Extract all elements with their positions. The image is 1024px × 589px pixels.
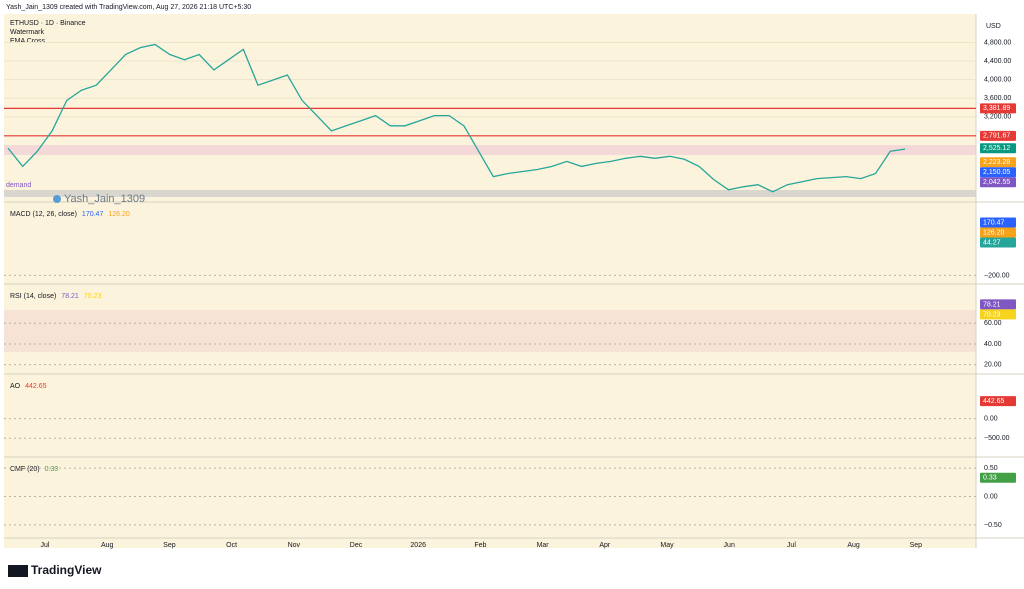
y-tick-label: 4,000.00: [984, 76, 1011, 83]
legend-item: Watermark: [10, 29, 44, 36]
indicator-chip: [980, 227, 1016, 238]
x-tick-label: Dec: [350, 542, 363, 549]
x-tick-label: Aug: [847, 542, 860, 549]
x-tick-label: May: [660, 542, 674, 549]
rsi-band: [4, 310, 976, 352]
indicator-chip-label: 126.20: [983, 229, 1005, 236]
y-tick-label: 60.00: [984, 320, 1002, 327]
y-tick-label: 0.00: [984, 415, 998, 422]
watermark: Yash_Jain_1309: [64, 193, 145, 205]
zone-label: demand: [6, 182, 31, 189]
pane-readout: 0.33: [45, 466, 59, 473]
y-tick-label: −500.00: [984, 435, 1010, 442]
y-tick-label: 3,200.00: [984, 114, 1011, 121]
x-tick-label: Sep: [163, 542, 176, 549]
indicator-chip: [980, 472, 1016, 483]
x-tick-label: Jun: [724, 542, 735, 549]
x-tick-label: Mar: [537, 542, 550, 549]
chart-area: [4, 14, 976, 548]
indicator-chip-label: 442.65: [983, 398, 1005, 405]
x-tick-label: Oct: [226, 542, 237, 549]
y-tick-label: 40.00: [984, 341, 1002, 348]
price-chip-label: 2,525.12: [983, 145, 1010, 152]
y-tick-label: −200.00: [984, 272, 1010, 279]
y-tick-label: 0.50: [984, 465, 998, 472]
y-tick-label: −0.50: [984, 522, 1002, 529]
price-chip: [980, 157, 1016, 168]
price-chip: [980, 143, 1016, 154]
pane-readout: 442.65: [25, 383, 47, 390]
price-chip-label: 2,042.55: [983, 179, 1010, 186]
price-chip: [980, 130, 1016, 141]
pane-title: MACD (12, 26, close): [10, 211, 77, 218]
indicator-chip: [980, 217, 1016, 228]
x-tick-label: Nov: [288, 542, 301, 549]
pane-readout: 170.47: [82, 211, 104, 218]
y-tick-label: 4,800.00: [984, 39, 1011, 46]
x-tick-label: Feb: [474, 542, 486, 549]
pane-readout: 70.23: [84, 293, 102, 300]
x-tick-label: Sep: [910, 542, 923, 549]
watermark-icon: [53, 195, 61, 203]
pane-title: CMF (20): [10, 466, 40, 473]
pane-separators: [4, 14, 1024, 548]
indicator-chip: [980, 309, 1016, 320]
y-tick-label: 20.00: [984, 362, 1002, 369]
indicator-chip: [980, 299, 1016, 310]
pane-title: RSI (14, close): [10, 293, 56, 300]
x-tick-label: Jul: [41, 542, 50, 549]
y-tick-label: 0.00: [984, 493, 998, 500]
credit: Yash_Jain_1309 created with TradingView.…: [6, 4, 251, 11]
price-chip-label: 2,150.05: [983, 169, 1010, 176]
legend-item: ETHUSD · 1D · Binance: [10, 20, 86, 27]
price-chip-label: 3,381.89: [983, 105, 1010, 112]
x-tick-label: 2026: [410, 542, 426, 549]
x-tick-label: Aug: [101, 542, 114, 549]
x-tick-label: Jul: [787, 542, 796, 549]
price-chip-label: 2,223.28: [983, 159, 1010, 166]
y-tick-label: 3,600.00: [984, 95, 1011, 102]
demand-zone: [4, 190, 976, 197]
indicator-chip-label: 70.23: [983, 311, 1001, 318]
indicator-chip: [980, 237, 1016, 248]
pane-readout: 126.20: [108, 211, 130, 218]
pane-readout: 78.21: [61, 293, 79, 300]
price-chip: [980, 167, 1016, 178]
indicator-chip: [980, 396, 1016, 407]
indicator-chip-label: 44.27: [983, 239, 1001, 246]
y-tick-label: 4,400.00: [984, 58, 1011, 65]
indicator-chip-label: 78.21: [983, 301, 1001, 308]
indicator-chip-label: 0.33: [983, 475, 997, 482]
currency: USD: [986, 23, 1001, 30]
legend-item: EMA Cross: [10, 38, 46, 45]
indicator-chip-label: 170.47: [983, 219, 1005, 226]
logo: [8, 565, 28, 577]
price-chip: [980, 103, 1016, 114]
supply-band: [4, 145, 976, 155]
price-chip: [980, 177, 1016, 188]
price-line: [7, 43, 906, 193]
pane-title: AO: [10, 383, 21, 390]
price-chip-label: 2,791.67: [983, 133, 1010, 140]
x-tick-label: Apr: [599, 542, 611, 549]
footer-brand: TradingView: [31, 563, 102, 577]
